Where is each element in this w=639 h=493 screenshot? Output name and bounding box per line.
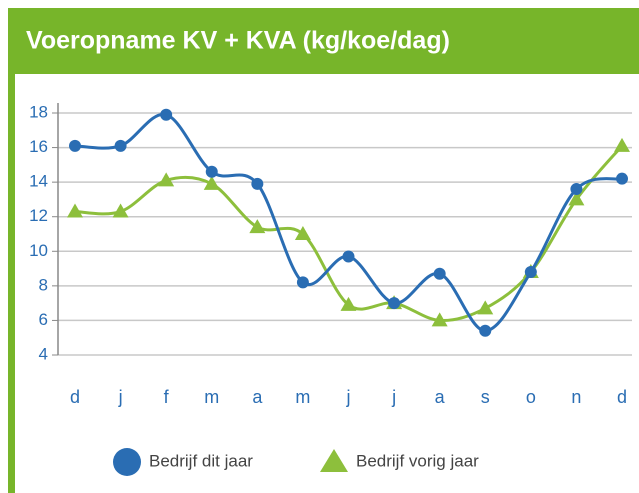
y-tick-label: 18 [29,102,48,121]
x-tick-label: f [164,387,170,407]
legend-label: Bedrijf vorig jaar [356,451,479,470]
point [296,276,309,289]
point [616,172,628,185]
y-tick-label: 12 [29,206,48,225]
x-tick-label: n [571,387,581,407]
x-tick-label: a [252,387,263,407]
x-tick-label: j [118,387,123,407]
point [614,137,630,152]
point [433,267,446,280]
point [477,300,494,315]
chart-title: Voeropname KV + KVA (kg/koe/dag) [26,27,450,55]
x-tick-label: m [295,387,310,407]
point [340,296,357,311]
point [568,191,585,206]
x-tick-label: j [346,387,351,407]
point [431,312,448,327]
point [294,226,311,240]
point [479,324,492,337]
point [67,203,83,218]
x-tick-label: d [617,387,627,407]
point [388,297,401,310]
y-tick-label: 8 [39,275,48,294]
left-border [8,8,15,493]
header [8,8,639,74]
y-tick-label: 4 [39,344,48,363]
x-tick-label: j [391,387,396,407]
point [570,183,583,196]
point [342,250,355,263]
panel [8,8,639,493]
point [112,203,129,218]
point [69,139,81,152]
point [524,266,537,279]
point [203,175,220,190]
point [114,139,127,152]
x-tick-label: o [526,387,536,407]
y-tick-label: 10 [29,241,48,260]
x-tick-label: s [481,387,490,407]
x-tick-label: m [204,387,219,407]
legend-marker [113,448,141,476]
point [160,108,173,121]
y-tick-label: 6 [39,310,48,329]
y-tick-label: 16 [29,137,48,156]
x-tick-label: d [70,387,80,407]
point [251,177,264,190]
legend-marker [320,449,348,472]
x-tick-label: a [435,387,446,407]
point [158,172,175,187]
point [249,219,266,234]
legend-label: Bedrijf dit jaar [149,451,253,470]
y-tick-label: 14 [29,172,48,191]
point [205,165,218,178]
